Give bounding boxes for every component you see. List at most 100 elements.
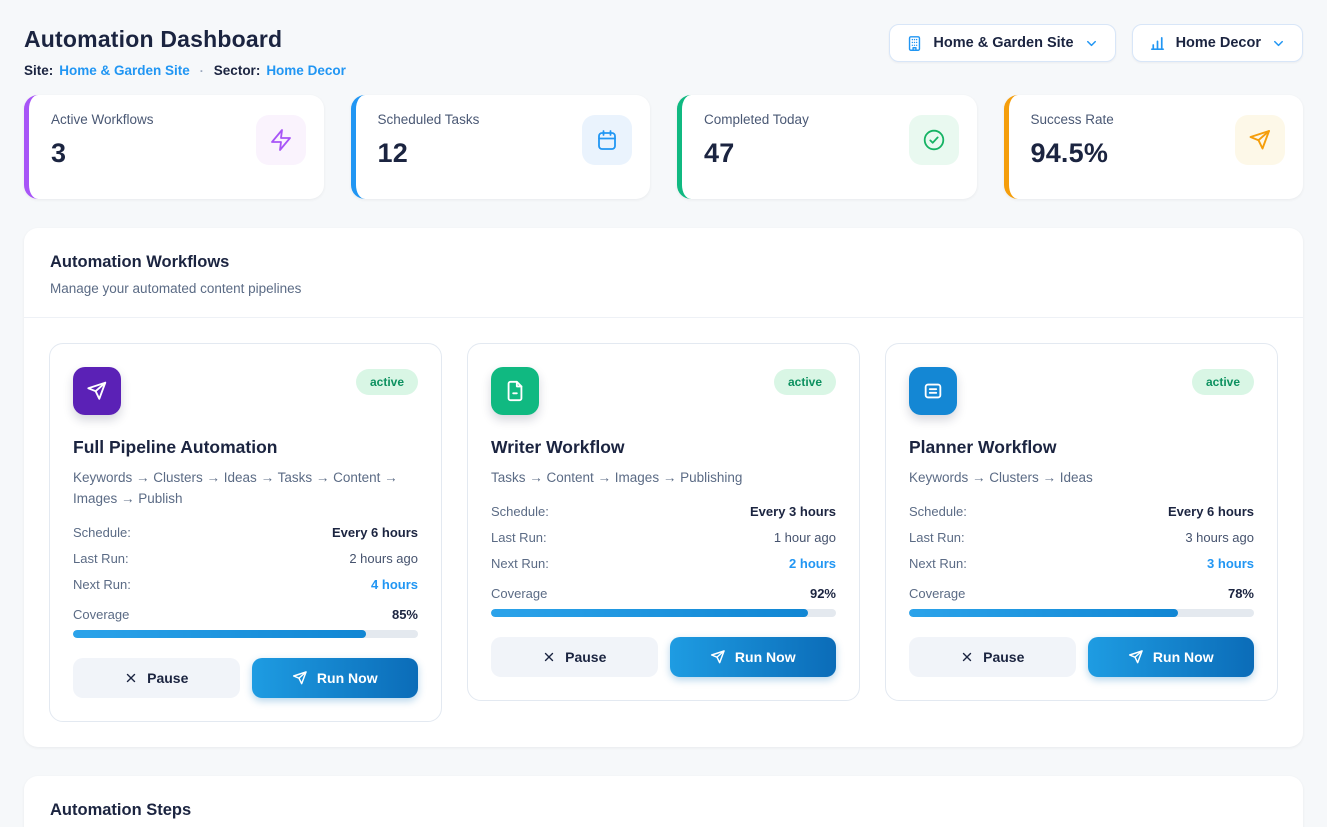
last-run-row: Last Run: 2 hours ago: [73, 551, 418, 566]
coverage-progressbar: [491, 608, 836, 617]
last-run-value: 1 hour ago: [773, 529, 836, 545]
list-icon: [909, 367, 957, 415]
workflow-name: Writer Workflow: [491, 437, 625, 457]
separator-dot: ·: [199, 63, 204, 78]
site-dropdown-label: Home & Garden Site: [933, 35, 1074, 51]
schedule-row: Schedule: Every 3 hours: [491, 504, 836, 519]
send-icon: [1128, 649, 1144, 665]
card-top: active: [491, 367, 836, 415]
stat-card-scheduled-tasks: Scheduled Tasks 12: [350, 95, 650, 199]
file-text-icon: [491, 367, 539, 415]
coverage-progressbar: [909, 608, 1254, 617]
chevron-down-icon: [1084, 36, 1099, 51]
coverage-progress-fill: [491, 608, 809, 617]
stat-content: Completed Today 47: [704, 112, 809, 169]
next-run-value: 4 hours: [371, 576, 418, 592]
header-controls: Home & Garden Site Home Decor: [889, 24, 1303, 62]
workflow-card-planner: active Planner Workflow Keywords → Clust…: [885, 343, 1278, 701]
coverage-label: Coverage: [909, 585, 966, 601]
chevron-down-icon: [1271, 36, 1286, 51]
coverage-row: Coverage 92%: [491, 586, 836, 601]
stat-label: Scheduled Tasks: [377, 112, 480, 127]
last-run-label: Last Run:: [909, 529, 965, 545]
close-icon: [960, 650, 974, 664]
page-header: Automation Dashboard Site: Home & Garden…: [24, 24, 1303, 78]
steps-panel-header: Automation Steps Configure which steps a…: [24, 776, 1303, 827]
sector-link[interactable]: Home Decor: [266, 63, 346, 78]
workflow-description: Tasks → Content → Images → Publishing: [491, 470, 743, 485]
last-run-label: Last Run:: [73, 550, 129, 566]
site-link[interactable]: Home & Garden Site: [59, 63, 190, 78]
workflow-cards: active Full Pipeline Automation Keywords…: [24, 318, 1303, 747]
last-run-value: 3 hours ago: [1185, 529, 1254, 545]
workflows-subtitle: Manage your automated content pipelines: [50, 281, 302, 296]
run-now-button[interactable]: Run Now: [669, 636, 836, 677]
building-icon: [906, 35, 923, 52]
workflow-description: Keywords → Clusters → Ideas → Tasks → Co…: [73, 470, 398, 506]
coverage-progress-fill: [73, 629, 367, 638]
next-run-value: 2 hours: [789, 555, 836, 571]
workflow-description: Keywords → Clusters → Ideas: [909, 470, 1093, 485]
workflow-card-writer: active Writer Workflow Tasks → Content →…: [467, 343, 860, 701]
workflow-meta: Schedule: Every 6 hours Last Run: 2 hour…: [73, 525, 418, 592]
stat-card-success-rate: Success Rate 94.5%: [1003, 95, 1303, 199]
next-run-label: Next Run:: [73, 576, 131, 592]
pause-button-label: Pause: [565, 648, 607, 665]
bar-chart-icon: [1149, 35, 1166, 52]
workflow-meta: Schedule: Every 6 hours Last Run: 3 hour…: [909, 504, 1254, 571]
pause-button[interactable]: Pause: [491, 636, 658, 677]
sector-label: Sector:: [213, 63, 261, 78]
stat-label: Active Workflows: [51, 112, 154, 127]
stat-value: 3: [51, 138, 67, 168]
schedule-value: Every 6 hours: [332, 524, 418, 540]
coverage-progressbar: [73, 629, 418, 638]
status-badge: active: [773, 369, 836, 395]
pause-button-label: Pause: [983, 648, 1025, 665]
coverage-block: Coverage 78%: [909, 586, 1254, 617]
coverage-progress-fill: [909, 608, 1179, 617]
run-now-button-label: Run Now: [734, 648, 796, 665]
pause-button[interactable]: Pause: [909, 636, 1076, 677]
schedule-row: Schedule: Every 6 hours: [73, 525, 418, 540]
coverage-row: Coverage 85%: [73, 607, 418, 622]
next-run-row: Next Run: 2 hours: [491, 556, 836, 571]
stat-label: Success Rate: [1030, 112, 1114, 127]
stat-content: Active Workflows 3: [51, 112, 154, 169]
pause-button[interactable]: Pause: [73, 657, 240, 698]
stat-content: Scheduled Tasks 12: [378, 112, 480, 169]
schedule-label: Schedule:: [909, 503, 967, 519]
next-run-value: 3 hours: [1207, 555, 1254, 571]
coverage-value: 85%: [391, 606, 418, 622]
coverage-value: 78%: [1227, 585, 1254, 601]
workflow-name: Full Pipeline Automation: [73, 437, 278, 457]
coverage-row: Coverage 78%: [909, 586, 1254, 601]
schedule-value: Every 6 hours: [1168, 503, 1254, 519]
steps-panel: Automation Steps Configure which steps a…: [24, 775, 1303, 827]
site-dropdown[interactable]: Home & Garden Site: [889, 24, 1116, 62]
next-run-label: Next Run:: [909, 555, 967, 571]
coverage-block: Coverage 92%: [491, 586, 836, 617]
workflow-card-full-pipeline: active Full Pipeline Automation Keywords…: [49, 343, 442, 722]
sector-dropdown[interactable]: Home Decor: [1131, 24, 1303, 62]
run-now-button[interactable]: Run Now: [1087, 636, 1254, 677]
site-label: Site:: [24, 63, 54, 78]
coverage-label: Coverage: [73, 606, 130, 622]
run-now-button[interactable]: Run Now: [251, 657, 418, 698]
schedule-label: Schedule:: [491, 503, 549, 519]
run-now-button-label: Run Now: [1152, 648, 1214, 665]
schedule-row: Schedule: Every 6 hours: [909, 504, 1254, 519]
lightning-icon: [255, 115, 306, 165]
workflow-meta: Schedule: Every 3 hours Last Run: 1 hour…: [491, 504, 836, 571]
card-actions: Pause Run Now: [909, 636, 1254, 677]
breadcrumb: Site: Home & Garden Site · Sector: Home …: [24, 63, 346, 78]
coverage-block: Coverage 85%: [73, 607, 418, 638]
schedule-value: Every 3 hours: [750, 503, 836, 519]
next-run-row: Next Run: 4 hours: [73, 577, 418, 592]
stat-card-active-workflows: Active Workflows 3: [24, 95, 324, 199]
workflows-panel-header: Automation Workflows Manage your automat…: [24, 228, 1303, 318]
stats-row: Active Workflows 3 Scheduled Tasks 12 Co…: [24, 95, 1303, 199]
schedule-label: Schedule:: [73, 524, 131, 540]
steps-title: Automation Steps: [50, 800, 192, 819]
stat-label: Completed Today: [704, 112, 809, 127]
